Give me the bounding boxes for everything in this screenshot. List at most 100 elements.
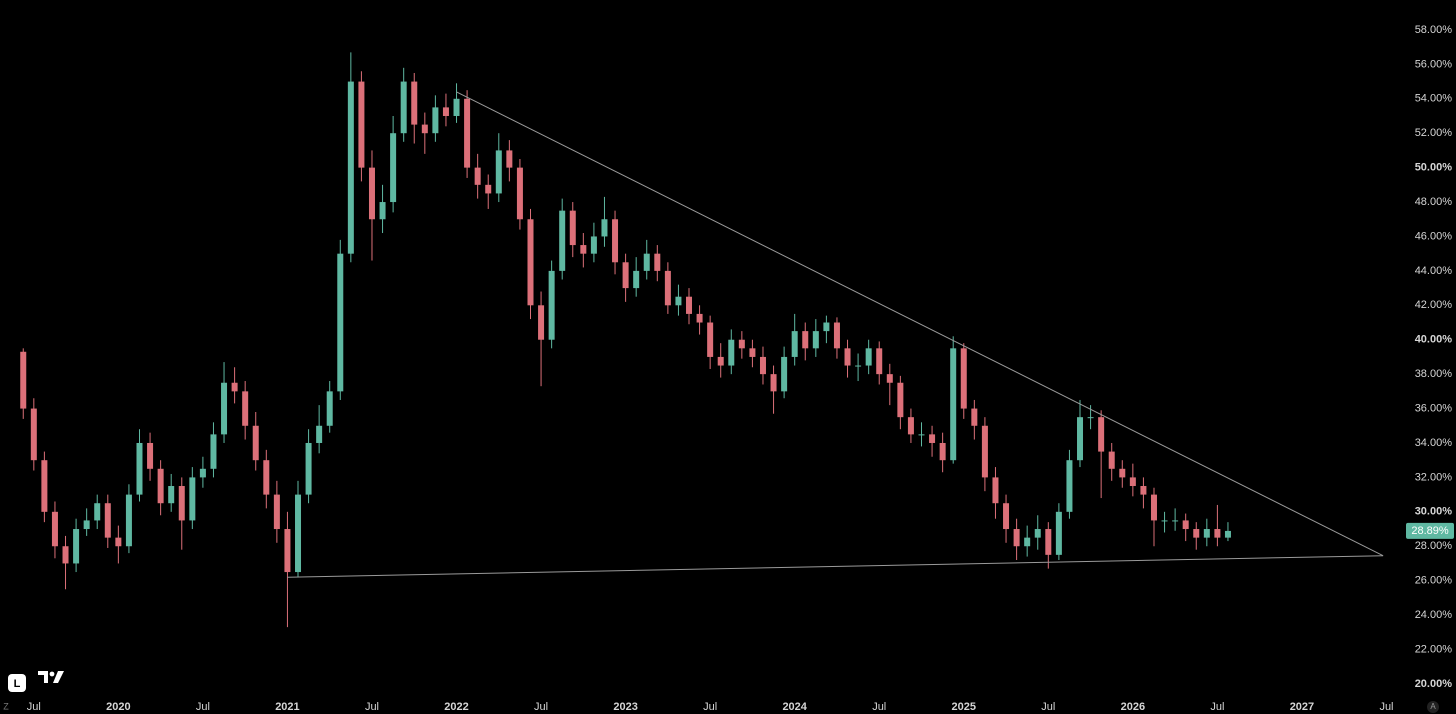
candle-body — [453, 98, 460, 116]
candle-body — [686, 296, 693, 314]
candle-body — [379, 202, 386, 220]
y-tick-label: 30.00% — [1415, 506, 1453, 518]
candle-body — [83, 520, 90, 530]
candle-body — [30, 408, 37, 461]
candle-body — [1045, 529, 1052, 555]
candle-body — [390, 133, 397, 203]
candle-body — [516, 167, 523, 220]
candle-body — [612, 219, 619, 263]
candle-body — [886, 374, 893, 383]
candle-body — [368, 167, 375, 220]
candle-body — [1066, 460, 1073, 512]
x-tick-label: 2025 — [952, 701, 976, 713]
candle-body — [20, 351, 27, 409]
candle-body — [1224, 530, 1231, 538]
y-tick-label: 40.00% — [1415, 334, 1453, 346]
candle-body — [643, 253, 650, 271]
x-tick-label: 2026 — [1121, 701, 1145, 713]
candle-body — [178, 486, 185, 521]
candle-body — [1193, 529, 1200, 538]
trendline — [456, 91, 1384, 557]
last-price-label: 28.89% — [1411, 525, 1449, 537]
x-tick-label: Jul — [365, 701, 379, 713]
candle-body — [210, 434, 217, 469]
candle-body — [1182, 520, 1189, 530]
logo-part — [53, 671, 64, 683]
candle-body — [791, 331, 798, 357]
logo-part — [38, 671, 48, 683]
candle-body — [421, 124, 428, 134]
y-tick-label: 38.00% — [1415, 368, 1453, 380]
candle-body — [506, 150, 513, 168]
candle-body — [812, 331, 819, 349]
candle-body — [538, 305, 545, 340]
candle-body — [157, 468, 164, 504]
candle-body — [1098, 417, 1105, 452]
candle-body — [115, 537, 122, 547]
candle-body — [51, 511, 58, 547]
y-tick-label: 22.00% — [1415, 643, 1453, 655]
candle-body — [147, 442, 154, 469]
candle-body — [633, 270, 640, 289]
candle-body — [1214, 529, 1221, 538]
x-tick-label: Jul — [872, 701, 886, 713]
y-tick-label: 26.00% — [1415, 575, 1453, 587]
x-tick-label: Jul — [1041, 701, 1055, 713]
x-tick-label: Jul — [703, 701, 717, 713]
axes: 20.00% 22.00% 24.00% 26.00% 28.00% 30.00% 32.0… — [27, 24, 1454, 713]
candle-body — [337, 253, 344, 392]
candle-body — [485, 184, 492, 194]
candle-body — [675, 296, 682, 306]
candle-body — [664, 270, 671, 306]
x-tick-label: Jul — [27, 701, 41, 713]
candle-body — [1129, 477, 1136, 487]
candle-body — [717, 356, 724, 366]
candle-body — [907, 417, 914, 435]
x-tick-label: 2021 — [275, 701, 299, 713]
trendline — [287, 555, 1384, 578]
candle-body — [358, 81, 365, 168]
candle-body — [1140, 486, 1147, 495]
candle-body — [918, 434, 925, 436]
y-tick-label: 36.00% — [1415, 402, 1453, 414]
tradingview-logo — [38, 671, 64, 683]
candle-body — [960, 348, 967, 409]
candle-body — [464, 98, 471, 168]
log-scale-button-label[interactable]: L — [14, 678, 21, 690]
y-tick-label: 52.00% — [1415, 127, 1453, 139]
candle-body — [802, 331, 809, 349]
candle-body — [654, 253, 661, 271]
candle-body — [221, 382, 228, 435]
candle-body — [897, 382, 904, 418]
candle-body — [474, 167, 481, 185]
last-price-badge — [1406, 522, 1454, 539]
candle-body — [231, 382, 238, 392]
y-tick-label: 46.00% — [1415, 230, 1453, 242]
y-tick-label: 58.00% — [1415, 24, 1453, 36]
candle-body — [73, 529, 80, 564]
candle-body — [62, 546, 69, 564]
y-tick-label: 32.00% — [1415, 471, 1453, 483]
candle-body — [548, 270, 555, 340]
corner-left[interactable]: Z — [3, 701, 9, 711]
candle-body — [189, 477, 196, 521]
x-tick-label: Jul — [1210, 701, 1224, 713]
candle-body — [833, 322, 840, 349]
corner-right-bg[interactable] — [1427, 701, 1439, 713]
corner-right[interactable]: A — [1430, 702, 1436, 711]
candle-body — [273, 494, 280, 530]
candle-body — [749, 348, 756, 357]
candle-body — [876, 348, 883, 375]
candle-body — [855, 365, 862, 367]
candle-body — [1013, 529, 1020, 547]
candle-body — [1119, 468, 1126, 478]
log-scale-button[interactable] — [8, 674, 26, 692]
y-tick-label: 34.00% — [1415, 437, 1453, 449]
candle-body — [326, 391, 333, 426]
x-tick-label: 2020 — [106, 701, 130, 713]
candle-body — [1172, 520, 1179, 522]
candle-body — [1108, 451, 1115, 469]
candle-body — [316, 425, 323, 443]
candle-body — [94, 503, 101, 521]
